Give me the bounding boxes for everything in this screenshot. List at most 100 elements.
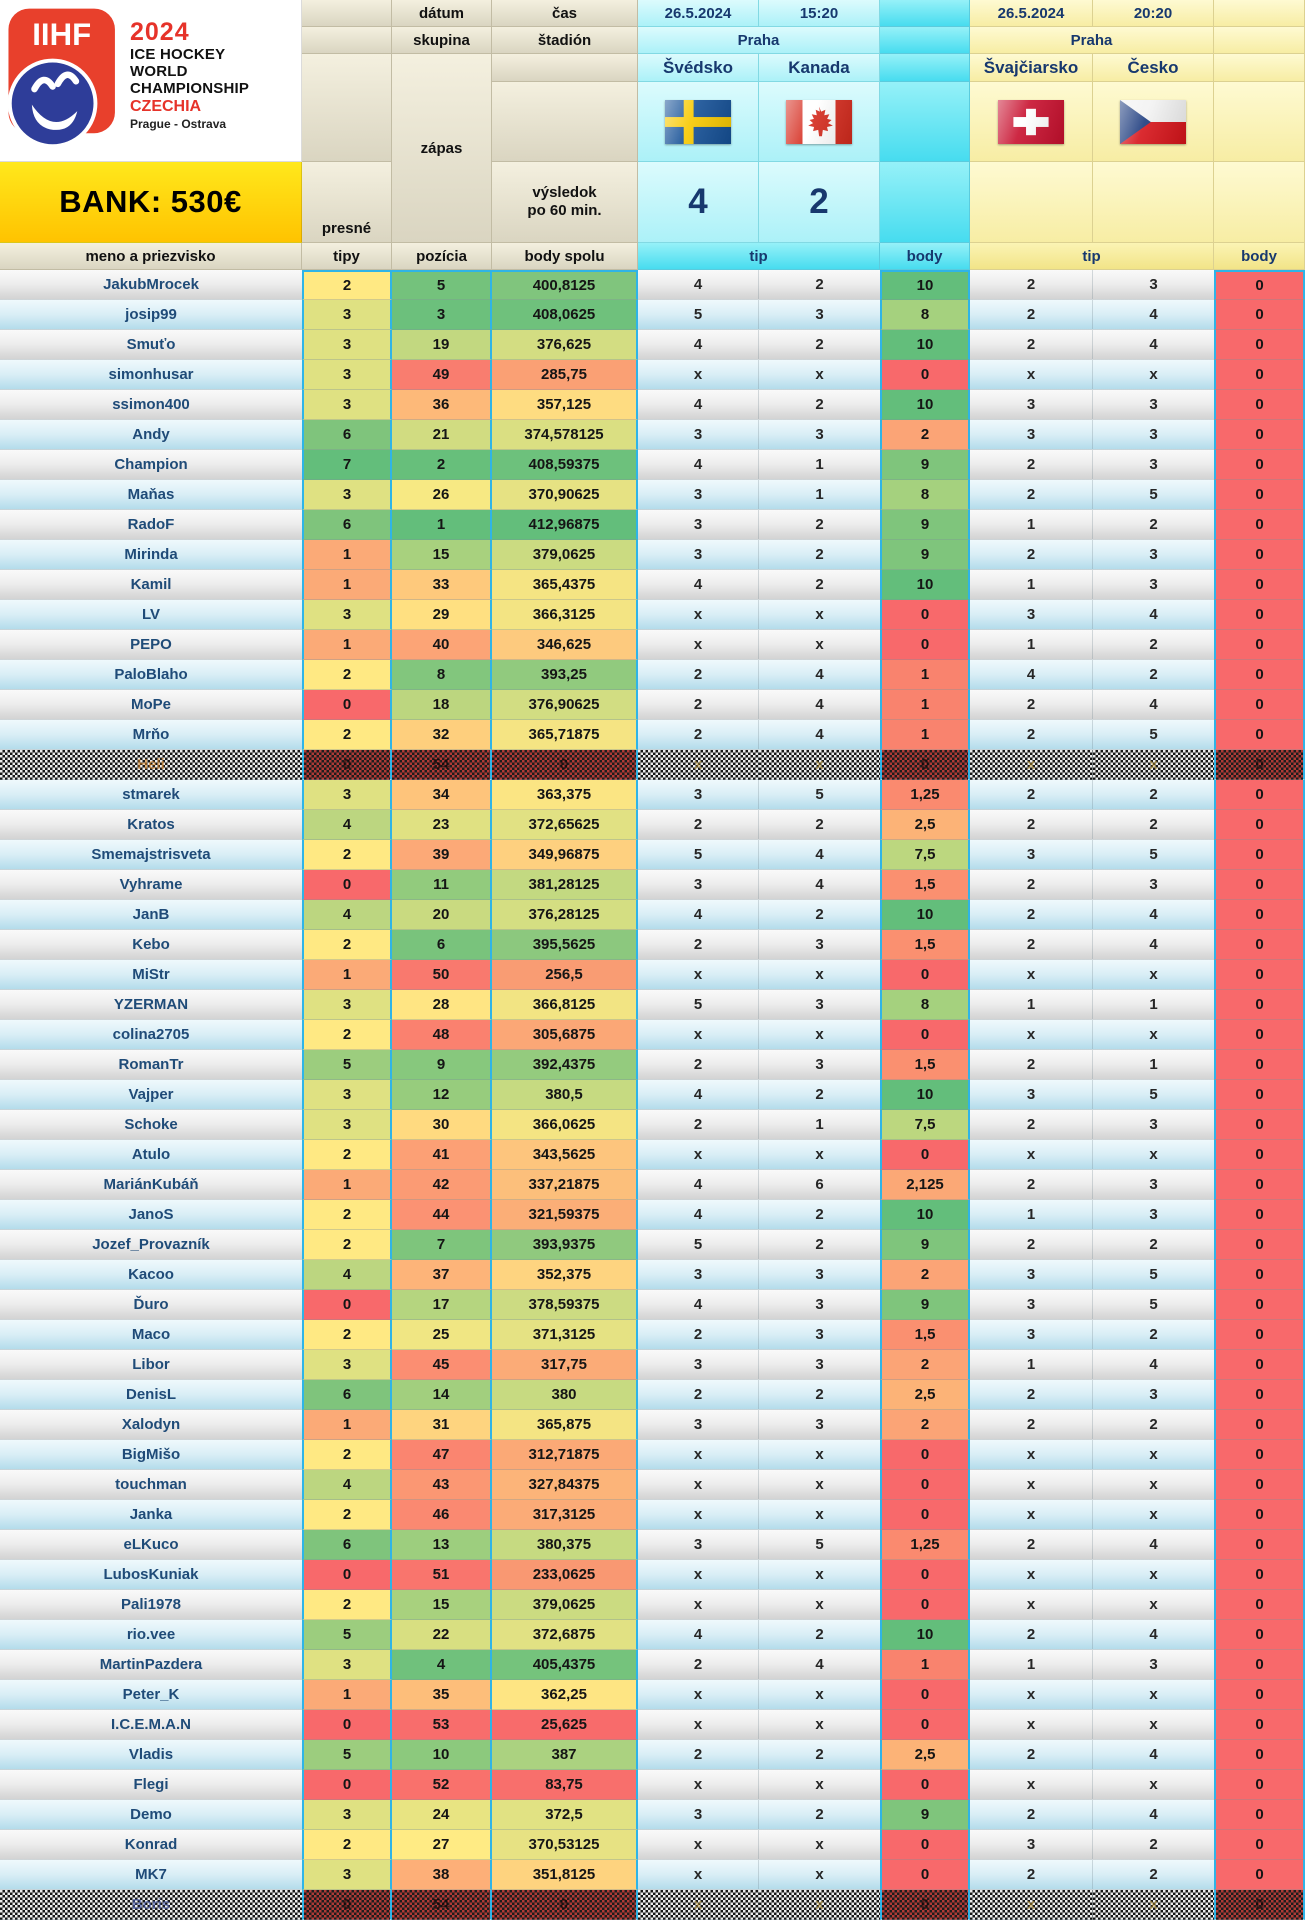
body-spolu-cell[interactable]: 372,65625: [492, 810, 638, 840]
pozicia-cell[interactable]: 23: [392, 810, 492, 840]
match2-tip-away-cell[interactable]: 4: [1093, 930, 1214, 960]
body-spolu-cell[interactable]: 362,25: [492, 1680, 638, 1710]
pozicia-cell[interactable]: 6: [392, 930, 492, 960]
match1-points-cell[interactable]: 9: [880, 1290, 970, 1320]
presne-tipy-cell[interactable]: 2: [302, 270, 392, 300]
match1-tip-home-cell[interactable]: 5: [638, 990, 759, 1020]
match2-points-cell[interactable]: 0: [1214, 1080, 1305, 1110]
body-spolu-cell[interactable]: 372,5: [492, 1800, 638, 1830]
match2-tip-home-cell[interactable]: 2: [970, 480, 1093, 510]
match1-points-cell[interactable]: 7,5: [880, 1110, 970, 1140]
pozicia-cell[interactable]: 13: [392, 1530, 492, 1560]
match2-tip-away-cell[interactable]: 2: [1093, 510, 1214, 540]
match2-date[interactable]: 26.5.2024: [970, 0, 1093, 27]
presne-tipy-cell[interactable]: 0: [302, 750, 392, 780]
pozicia-cell[interactable]: 4: [392, 1650, 492, 1680]
body-spolu-cell[interactable]: 327,84375: [492, 1470, 638, 1500]
presne-tipy-cell[interactable]: 0: [302, 690, 392, 720]
player-name-cell[interactable]: Maňas: [0, 480, 302, 510]
match1-points-cell[interactable]: 2,125: [880, 1170, 970, 1200]
match1-tip-home-cell[interactable]: 2: [638, 930, 759, 960]
pozicia-cell[interactable]: 54: [392, 1890, 492, 1920]
match1-points-cell[interactable]: 0: [880, 1830, 970, 1860]
match2-tip-home-cell[interactable]: 3: [970, 420, 1093, 450]
pozicia-cell[interactable]: 30: [392, 1110, 492, 1140]
match2-tip-away-cell[interactable]: 2: [1093, 1860, 1214, 1890]
body-spolu-cell[interactable]: 321,59375: [492, 1200, 638, 1230]
match2-home-score[interactable]: [970, 162, 1093, 243]
player-name-cell[interactable]: Heli: [0, 750, 302, 780]
body-spolu-cell[interactable]: 365,875: [492, 1410, 638, 1440]
match2-tip-away-cell[interactable]: 5: [1093, 1260, 1214, 1290]
match1-points-cell[interactable]: 10: [880, 330, 970, 360]
pozicia-cell[interactable]: 36: [392, 390, 492, 420]
body-spolu-cell[interactable]: 371,3125: [492, 1320, 638, 1350]
match1-tip-away-cell[interactable]: 5: [759, 1530, 880, 1560]
match1-tip-home-cell[interactable]: x: [638, 960, 759, 990]
pozicia-cell[interactable]: 34: [392, 780, 492, 810]
pozicia-cell[interactable]: 20: [392, 900, 492, 930]
player-name-cell[interactable]: ssimon400: [0, 390, 302, 420]
body-spolu-cell[interactable]: 380,5: [492, 1080, 638, 1110]
match2-tip-away-cell[interactable]: 4: [1093, 1620, 1214, 1650]
match1-tip-home-cell[interactable]: x: [638, 630, 759, 660]
match2-tip-away-cell[interactable]: x: [1093, 1500, 1214, 1530]
player-name-cell[interactable]: Janka: [0, 1500, 302, 1530]
match2-tip-away-cell[interactable]: 3: [1093, 1380, 1214, 1410]
match2-tip-away-cell[interactable]: x: [1093, 1020, 1214, 1050]
match2-tip-home-cell[interactable]: 2: [970, 690, 1093, 720]
player-name-cell[interactable]: eLKuco: [0, 1530, 302, 1560]
match2-tip-away-cell[interactable]: 2: [1093, 780, 1214, 810]
player-name-cell[interactable]: Kamil: [0, 570, 302, 600]
player-name-cell[interactable]: simonhusar: [0, 360, 302, 390]
presne-tipy-cell[interactable]: 1: [302, 570, 392, 600]
pozicia-cell[interactable]: 32: [392, 720, 492, 750]
match2-tip-home-cell[interactable]: 1: [970, 510, 1093, 540]
match2-tip-home-cell[interactable]: 2: [970, 330, 1093, 360]
match2-tip-home-cell[interactable]: 3: [970, 390, 1093, 420]
match1-points-cell[interactable]: 2: [880, 1260, 970, 1290]
body-spolu-cell[interactable]: 379,0625: [492, 1590, 638, 1620]
player-name-cell[interactable]: JakubMrocek: [0, 270, 302, 300]
presne-tipy-cell[interactable]: 2: [302, 1830, 392, 1860]
match2-tip-home-cell[interactable]: 2: [970, 540, 1093, 570]
match2-tip-home-cell[interactable]: 3: [970, 840, 1093, 870]
match1-tip-away-cell[interactable]: 3: [759, 1260, 880, 1290]
match1-tip-away-cell[interactable]: x: [759, 1590, 880, 1620]
match1-tip-home-cell[interactable]: 2: [638, 1050, 759, 1080]
match2-tip-home-cell[interactable]: 2: [970, 1410, 1093, 1440]
match1-tip-home-cell[interactable]: x: [638, 1560, 759, 1590]
match2-tip-home-cell[interactable]: 2: [970, 1530, 1093, 1560]
match2-tip-home-cell[interactable]: 2: [970, 1740, 1093, 1770]
match2-tip-away-cell[interactable]: 2: [1093, 630, 1214, 660]
body-spolu-cell[interactable]: 408,59375: [492, 450, 638, 480]
presne-tipy-cell[interactable]: 4: [302, 1470, 392, 1500]
match2-tip-home-cell[interactable]: x: [970, 1440, 1093, 1470]
pozicia-cell[interactable]: 2: [392, 450, 492, 480]
pozicia-cell[interactable]: 27: [392, 1830, 492, 1860]
match1-points-cell[interactable]: 1: [880, 660, 970, 690]
presne-tipy-cell[interactable]: 0: [302, 1560, 392, 1590]
body-spolu-cell[interactable]: 357,125: [492, 390, 638, 420]
match1-tip-away-cell[interactable]: 3: [759, 300, 880, 330]
player-name-cell[interactable]: Smuťo: [0, 330, 302, 360]
presne-tipy-cell[interactable]: 2: [302, 1200, 392, 1230]
match1-points-cell[interactable]: 8: [880, 990, 970, 1020]
body-spolu-cell[interactable]: 376,28125: [492, 900, 638, 930]
match1-tip-home-cell[interactable]: 3: [638, 1530, 759, 1560]
match1-points-cell[interactable]: 9: [880, 1800, 970, 1830]
match2-tip-away-cell[interactable]: 2: [1093, 660, 1214, 690]
player-name-cell[interactable]: PEPO: [0, 630, 302, 660]
match1-tip-home-cell[interactable]: x: [638, 1770, 759, 1800]
body-spolu-cell[interactable]: 363,375: [492, 780, 638, 810]
match1-tip-away-cell[interactable]: 2: [759, 1620, 880, 1650]
presne-tipy-cell[interactable]: 2: [302, 1500, 392, 1530]
player-name-cell[interactable]: Vajper: [0, 1080, 302, 1110]
match2-tip-home-cell[interactable]: 1: [970, 990, 1093, 1020]
match1-points-cell[interactable]: 0: [880, 1500, 970, 1530]
match1-points-cell[interactable]: 2,5: [880, 1740, 970, 1770]
match1-points-cell[interactable]: 10: [880, 1200, 970, 1230]
match1-points-cell[interactable]: 2: [880, 1350, 970, 1380]
match2-tip-away-cell[interactable]: x: [1093, 1470, 1214, 1500]
match2-tip-home-cell[interactable]: 3: [970, 600, 1093, 630]
